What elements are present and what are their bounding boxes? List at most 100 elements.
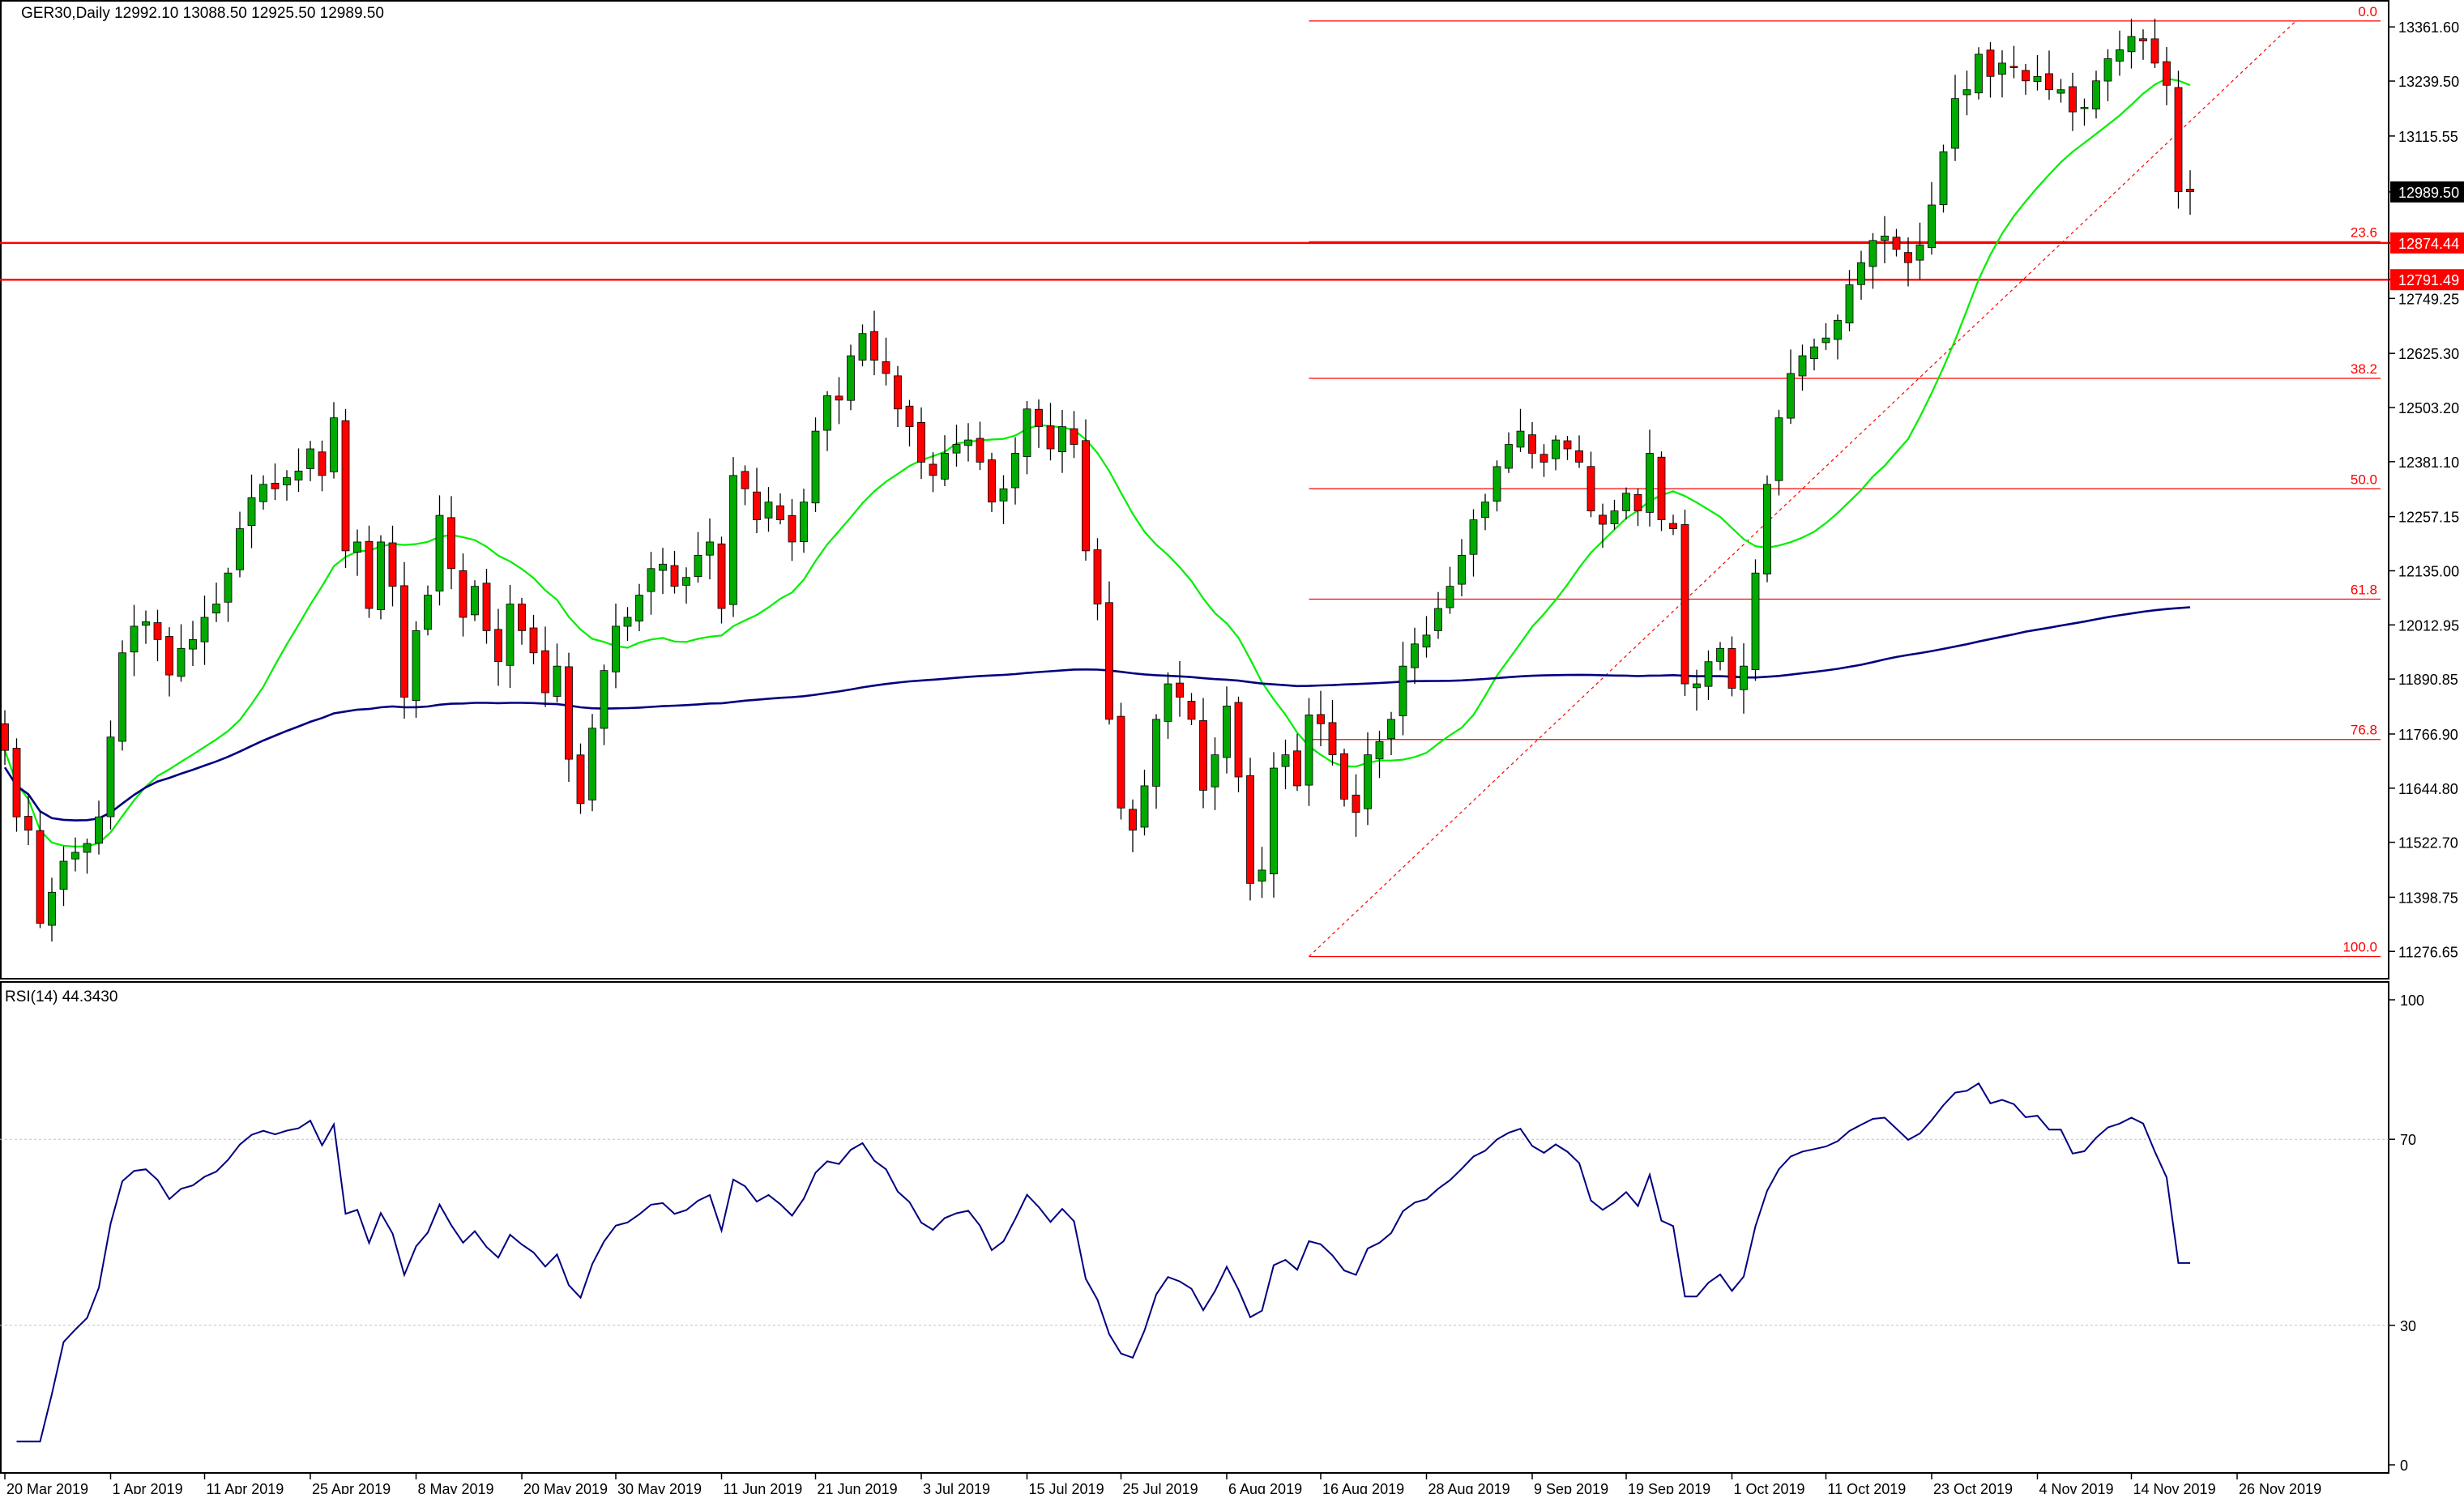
level-price-badge	[2390, 269, 2464, 291]
candle	[1962, 70, 1971, 116]
price-tick-label: 12874.44	[2398, 236, 2459, 252]
candle-body	[941, 453, 949, 480]
candle	[776, 493, 784, 525]
candle-body	[95, 816, 103, 844]
candle-body	[1704, 661, 1713, 687]
date-tick-label: 26 Nov 2019	[2239, 1481, 2321, 1494]
candle	[518, 597, 526, 645]
candle-body	[905, 405, 914, 428]
candle	[1599, 503, 1607, 549]
candle-body	[1868, 240, 1877, 267]
candle	[1140, 769, 1149, 836]
candle-body	[294, 470, 303, 480]
date-tick-label: 19 Sep 2019	[1628, 1481, 1710, 1494]
candle-body	[741, 471, 749, 489]
candle	[1928, 181, 1936, 255]
candle	[1881, 216, 1889, 263]
candle-body	[670, 565, 679, 587]
candle	[1187, 693, 1196, 725]
candle-body	[1633, 493, 1642, 512]
price-tick-label: 12625.30	[2398, 346, 2459, 362]
candle	[1516, 408, 1525, 452]
rsi-tick-label: 100	[2400, 992, 2424, 1009]
candle	[459, 553, 468, 637]
candle-body	[1434, 608, 1442, 631]
candle-body	[682, 577, 690, 586]
candle-body	[377, 541, 385, 610]
candle	[1399, 642, 1407, 736]
candle	[447, 496, 455, 590]
candle-body	[1411, 643, 1419, 668]
candle-body	[1892, 237, 1901, 250]
rsi-tick-label: 30	[2400, 1318, 2416, 1334]
candle	[870, 310, 878, 376]
candle-body	[142, 621, 150, 626]
candle	[471, 580, 479, 621]
candle-body	[1129, 809, 1137, 831]
candle	[130, 604, 139, 677]
candle	[1105, 581, 1113, 725]
candle	[482, 569, 491, 644]
price-tick-label: 11766.90	[2398, 727, 2458, 743]
candle-body	[1857, 262, 1865, 285]
date-tick-label: 30 May 2019	[617, 1481, 702, 1494]
candle-body	[1469, 519, 1478, 555]
candle-body	[952, 444, 961, 454]
candle-body	[106, 736, 115, 817]
candle-body	[459, 570, 468, 618]
candle	[294, 448, 303, 493]
candle-body	[1152, 719, 1160, 787]
candle	[1011, 437, 1019, 505]
fib-level-label: 76.8	[2351, 723, 2377, 738]
candle-body	[1199, 720, 1207, 791]
date-tick-label: 25 Jul 2019	[1123, 1481, 1198, 1494]
candle	[318, 440, 327, 492]
candle	[1211, 737, 1219, 810]
candle	[341, 408, 350, 569]
candle-body	[330, 417, 338, 472]
candle	[1727, 636, 1736, 697]
candle-body	[1328, 722, 1337, 756]
candle-body	[529, 627, 538, 654]
candle-body	[2150, 38, 2159, 64]
candle	[1340, 749, 1348, 807]
main-panel-frame	[0, 0, 2389, 980]
candle-body	[1669, 523, 1677, 529]
candle	[12, 738, 21, 832]
candle	[424, 585, 432, 636]
candle-body	[811, 430, 820, 504]
candle	[1270, 752, 1278, 898]
price-tick-label: 11890.85	[2398, 672, 2458, 688]
candle	[95, 800, 103, 855]
candle	[1998, 50, 2006, 98]
candle-body	[1881, 235, 1889, 241]
rsi-panel-frame	[0, 981, 2389, 1474]
candle	[1, 710, 9, 766]
candle-body	[1646, 453, 1654, 513]
candle-body	[823, 395, 831, 431]
candle	[1633, 488, 1642, 527]
candle	[2056, 79, 2065, 103]
candle	[48, 877, 56, 942]
candle-body	[1810, 346, 1818, 359]
candle	[882, 337, 890, 386]
rsi-header: RSI(14) 44.3430	[5, 988, 117, 1005]
candle-body	[1046, 425, 1055, 450]
candle	[1821, 322, 1830, 350]
price-tick-label: 12257.15	[2398, 510, 2459, 526]
candle	[2150, 19, 2159, 68]
candle	[1281, 739, 1290, 790]
candle-body	[858, 333, 867, 361]
candle-body	[565, 666, 573, 760]
candle	[1199, 698, 1207, 809]
candle-body	[1211, 754, 1219, 788]
candle	[1411, 627, 1419, 685]
candle	[1774, 409, 1783, 496]
candle	[1657, 451, 1666, 531]
candle	[247, 474, 256, 549]
candle-body	[1740, 665, 1748, 690]
date-tick-label: 11 Apr 2019	[207, 1481, 284, 1494]
candle-body	[1528, 434, 1536, 454]
candle-body	[1234, 702, 1243, 778]
